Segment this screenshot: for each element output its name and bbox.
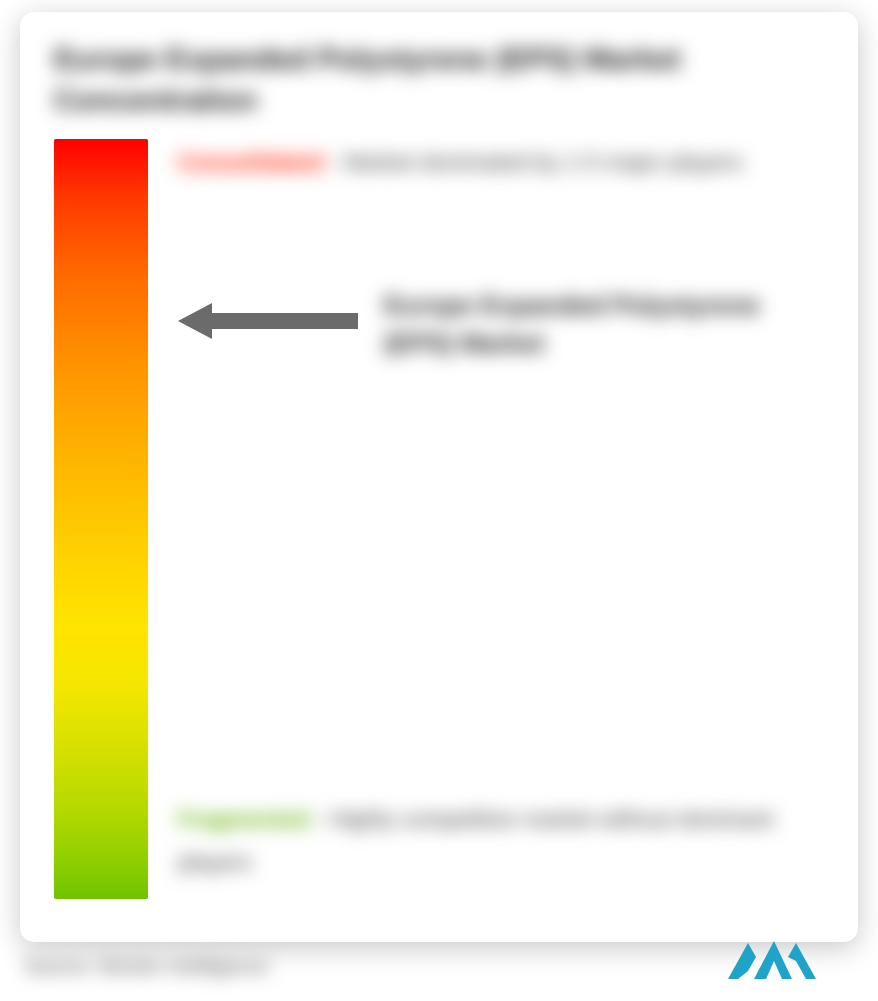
consolidated-desc: - Market dominated by 1-5 major players: [324, 149, 743, 175]
consolidated-term: Consolidated: [178, 149, 324, 175]
labels-column: Consolidated - Market dominated by 1-5 m…: [148, 139, 824, 899]
indicator-block: Europe Expanded Polystyrene (EPS) Market: [178, 287, 814, 362]
consolidated-label-block: Consolidated - Market dominated by 1-5 m…: [178, 141, 814, 185]
chart-body: Consolidated - Market dominated by 1-5 m…: [54, 139, 824, 899]
mordor-intelligence-logo-icon: [726, 935, 818, 983]
scale-column: [54, 139, 148, 899]
concentration-card: Europe Expanded Polystyrene (EPS) Market…: [20, 12, 858, 942]
consolidated-text: Consolidated - Market dominated by 1-5 m…: [178, 141, 814, 185]
chart-title: Europe Expanded Polystyrene (EPS) Market…: [54, 40, 824, 121]
indicator-label: Europe Expanded Polystyrene (EPS) Market: [384, 287, 814, 362]
fragmented-label-block: Fragmented - Highly competitive market w…: [178, 798, 814, 885]
concentration-gradient-bar: [54, 139, 148, 899]
source-attribution: Source: Mordor Intelligence: [24, 956, 269, 979]
fragmented-text: Fragmented - Highly competitive market w…: [178, 798, 814, 885]
indicator-arrow-icon: [178, 299, 358, 343]
fragmented-term: Fragmented: [178, 806, 310, 832]
